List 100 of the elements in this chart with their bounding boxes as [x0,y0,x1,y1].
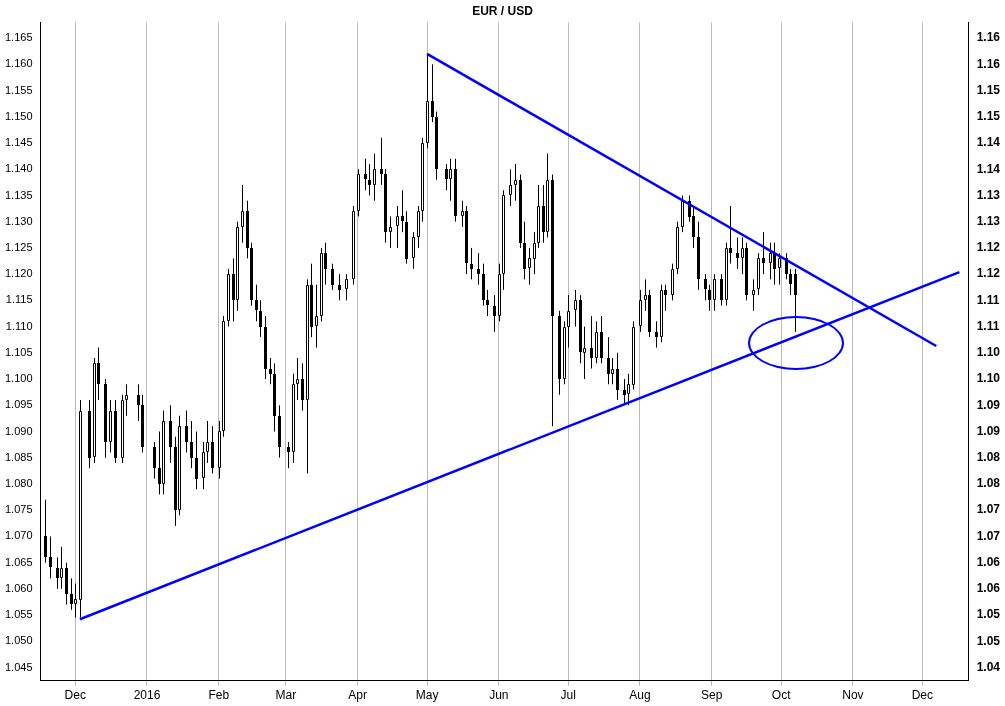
y-tick-label: 1.115 [5,293,33,306]
candlestick [352,205,355,286]
x-tick-label: Oct [771,688,792,703]
y-tick-label: 1.100 [5,372,33,385]
candlestick [301,362,304,411]
y-tick-label: 1.130 [5,214,33,227]
candlestick [725,242,728,307]
y-tick-label: 1.045 [5,660,33,673]
candlestick [364,158,367,191]
candlestick [255,284,258,322]
y-tick-label: 1.160 [5,57,33,70]
candlestick [789,268,792,296]
x-tick-label: Dec [64,688,86,703]
candlestick [671,263,674,301]
y2-tick-label: 1.08 [976,476,1001,491]
y2-tick-label: 1.07 [976,502,1001,517]
candlestick [498,263,501,322]
y-tick-label: 1.125 [5,240,33,253]
candlestick [218,420,221,480]
candlestick [178,415,181,516]
candlestick [368,163,371,196]
candlestick [306,278,309,474]
candlestick [401,189,404,233]
y2-tick-label: 1.13 [976,187,1001,202]
y2-tick-label: 1.04 [976,659,1001,674]
candlestick [70,577,73,611]
candlestick [794,268,797,333]
candlestick [611,357,614,385]
x-tick-label: Dec [911,688,934,703]
candlestick [93,357,96,464]
y-tick-label: 1.095 [5,398,33,411]
x-tick-label: Jun [489,688,509,703]
candlestick [227,268,230,328]
y-tick-label: 1.150 [5,109,33,122]
y-tick-label: 1.110 [5,319,33,332]
candlestick [320,247,323,322]
candlestick [537,184,540,249]
candlestick [222,315,225,438]
candlestick [546,153,549,238]
candlestick [623,378,626,406]
candlestick [412,231,415,270]
candlestick [206,420,209,464]
x-tick-label: May [415,688,439,703]
x-tick-label: Jul [560,688,576,703]
y-tick-label: 1.090 [5,424,33,437]
candlestick [639,289,642,333]
candlestick [357,168,360,217]
y2-tick-label: 1.13 [976,214,1001,229]
candlestick [502,189,505,291]
y2-tick-label: 1.15 [976,82,1001,97]
y2-tick-label: 1.12 [976,240,1001,255]
candlestick [574,289,577,328]
candlestick [607,336,610,385]
candlestick [486,289,489,317]
candlestick [373,153,376,202]
candlestick [773,242,776,286]
candlestick [190,420,193,469]
candlestick [509,168,512,207]
y2-tick-label: 1.12 [976,266,1001,281]
y2-tick-label: 1.15 [976,109,1001,124]
y-tick-label: 1.075 [5,503,33,516]
candlestick [736,236,739,270]
candlestick [708,284,711,312]
candlestick [752,278,755,312]
candlestick [627,373,630,406]
candlestick [109,399,112,453]
candlestick [431,63,434,123]
candlestick [125,383,128,417]
candlestick [778,252,781,286]
y2-tick-label: 1.07 [976,528,1001,543]
candlestick [345,273,348,301]
y-tick-label: 1.080 [5,476,33,489]
candlestick [655,320,658,349]
y2-tick-label: 1.11 [976,292,1000,307]
x-tick-label: Mar [275,688,297,703]
y2-tick-label: 1.08 [976,450,1001,465]
candlestick [757,252,760,296]
candlestick [616,352,619,401]
y2-tick-label: 1.09 [976,423,1001,438]
candlestick [241,184,244,244]
candlestick [49,535,52,579]
y2-tick-label: 1.16 [976,56,1001,71]
candlestick [493,294,496,333]
candlestick [56,556,59,590]
candlestick [60,546,63,590]
candlestick [296,357,299,401]
candlestick [202,441,205,490]
candlestick [153,441,156,480]
y2-tick-label: 1.14 [976,135,1001,150]
y2-tick-label: 1.10 [976,345,1001,360]
candlestick [292,373,295,464]
candlestick [426,53,429,149]
candlestick [595,320,598,364]
y-tick-label: 1.085 [5,450,33,463]
y2-tick-label: 1.14 [976,161,1001,176]
candlestick [417,205,420,249]
x-tick-label: Sep [701,688,723,703]
candlestick [44,499,47,564]
candlestick [762,231,765,275]
y2-tick-label: 1.06 [976,581,1001,596]
